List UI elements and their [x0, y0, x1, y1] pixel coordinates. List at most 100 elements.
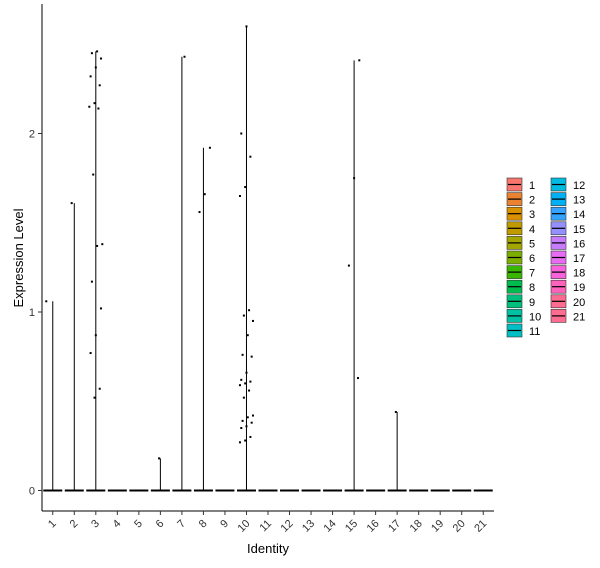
point-17-0: [394, 410, 397, 413]
x-axis-title: Identity: [247, 541, 289, 556]
x-tick-label-2: 2: [68, 518, 81, 531]
x-tick-label-8: 8: [197, 518, 210, 531]
point-10-26: [238, 441, 241, 444]
point-3-11: [96, 244, 99, 247]
x-tick-label-5: 5: [132, 518, 145, 531]
legend-label-20: 20: [573, 297, 585, 309]
point-3-14: [94, 334, 97, 337]
x-tick-label-11: 11: [258, 518, 275, 535]
point-15-0: [358, 59, 361, 62]
y-axis-ticks: 0 1 2: [29, 129, 42, 498]
legend-label-14: 14: [573, 209, 585, 221]
point-3-5: [98, 84, 101, 87]
point-10-6: [242, 314, 245, 317]
point-3-16: [98, 387, 101, 390]
legend-label-5: 5: [529, 238, 535, 250]
x-tick-label-7: 7: [175, 518, 188, 531]
legend-label-1: 1: [529, 180, 535, 192]
point-10-7: [251, 319, 254, 322]
x-tick-label-3: 3: [89, 518, 102, 531]
point-10-5: [248, 309, 251, 312]
plot-marks: [43, 25, 493, 492]
point-1-0: [45, 300, 48, 303]
point-10-25: [244, 439, 247, 442]
legend-label-4: 4: [529, 224, 535, 236]
x-tick-label-21: 21: [472, 518, 489, 535]
point-3-6: [93, 102, 96, 105]
point-10-11: [245, 371, 248, 374]
point-7-0: [183, 55, 186, 58]
point-10-23: [240, 427, 243, 430]
point-3-7: [88, 105, 91, 108]
legend-label-3: 3: [529, 209, 535, 221]
legend-label-12: 12: [573, 180, 585, 192]
point-8-0: [208, 146, 211, 149]
legend-label-6: 6: [529, 253, 535, 265]
point-10-14: [244, 382, 247, 385]
x-tick-label-10: 10: [235, 518, 252, 535]
point-3-4: [89, 75, 92, 78]
point-3-1: [90, 52, 93, 55]
x-tick-label-12: 12: [278, 518, 295, 535]
point-3-0: [96, 50, 99, 53]
legend-label-9: 9: [529, 297, 535, 309]
point-10-22: [245, 425, 248, 428]
point-10-21: [250, 421, 253, 424]
point-10-20: [241, 419, 244, 422]
point-3-15: [89, 352, 92, 355]
legend-label-16: 16: [573, 238, 585, 250]
y-axis-title: Expression Level: [11, 208, 26, 307]
x-tick-label-9: 9: [218, 518, 231, 531]
legend-label-7: 7: [529, 268, 535, 280]
point-10-4: [238, 194, 241, 197]
point-10-3: [244, 186, 247, 189]
legend-label-15: 15: [573, 224, 585, 236]
point-10-19: [246, 416, 249, 419]
legend-label-11: 11: [529, 326, 540, 338]
point-3-17: [93, 396, 96, 399]
point-10-17: [242, 396, 245, 399]
point-10-9: [241, 353, 244, 356]
x-tick-label-16: 16: [365, 518, 382, 535]
y-tick-label-0: 0: [29, 486, 35, 498]
legend-label-21: 21: [573, 311, 585, 323]
x-tick-label-6: 6: [154, 518, 167, 531]
point-10-18: [251, 414, 254, 417]
y-tick-label-2: 2: [29, 129, 35, 141]
point-3-13: [100, 307, 103, 310]
point-3-3: [94, 66, 97, 69]
point-15-3: [356, 377, 359, 380]
x-tick-label-14: 14: [322, 518, 339, 535]
point-10-13: [249, 380, 252, 383]
legend-label-19: 19: [573, 282, 585, 294]
point-10-12: [240, 378, 243, 381]
x-tick-label-1: 1: [46, 518, 59, 531]
point-2-0: [70, 202, 73, 205]
y-tick-label-1: 1: [29, 307, 35, 319]
point-3-10: [101, 243, 104, 246]
point-15-2: [347, 264, 350, 267]
x-tick-label-19: 19: [429, 518, 446, 535]
x-tick-label-17: 17: [386, 518, 403, 535]
point-10-15: [238, 384, 241, 387]
x-tick-label-18: 18: [408, 518, 425, 535]
point-10-10: [250, 355, 253, 358]
point-8-2: [198, 211, 201, 214]
point-3-12: [90, 280, 93, 283]
point-10-16: [248, 389, 251, 392]
legend-label-2: 2: [529, 195, 535, 207]
legend-label-18: 18: [573, 268, 585, 280]
point-10-1: [240, 132, 243, 135]
point-3-8: [97, 107, 100, 110]
x-tick-label-15: 15: [343, 518, 360, 535]
legend-label-8: 8: [529, 282, 535, 294]
point-10-0: [245, 25, 248, 28]
x-axis-ticks: 1 2 3 4 5 6 7 8 9 10 11 12 13 14 15 16 17 18 19 20 21: [46, 511, 489, 535]
legend-label-10: 10: [529, 311, 541, 323]
point-6-0: [158, 457, 161, 460]
point-15-1: [353, 177, 356, 180]
x-tick-label-20: 20: [451, 518, 468, 535]
point-10-8: [246, 334, 249, 337]
